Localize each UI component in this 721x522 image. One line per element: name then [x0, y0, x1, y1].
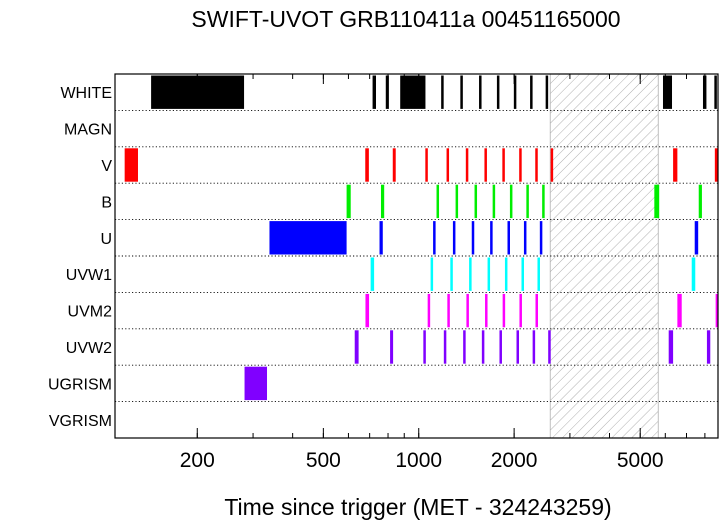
- category-label-white: WHITE: [60, 85, 112, 102]
- category-label-vgrism: VGRISM: [49, 413, 112, 430]
- exposure-bar-u: [523, 221, 527, 255]
- exposure-bar-v: [392, 148, 396, 182]
- exposure-bar-v: [425, 148, 428, 182]
- plot-frame: [114, 73, 719, 439]
- exposure-bar-uvw1: [537, 257, 540, 291]
- x-tick-label: 5000: [617, 449, 664, 472]
- exposure-bar-uvm2: [365, 293, 370, 328]
- exposure-bar-white: [714, 75, 717, 109]
- exposure-bar-white: [530, 75, 533, 109]
- exposure-bar-v: [714, 148, 718, 182]
- exposure-bar-b: [526, 184, 529, 219]
- exposure-bar-v: [124, 148, 138, 182]
- exposure-bar-uvw2: [548, 330, 551, 364]
- x-tick-label: 200: [180, 449, 215, 472]
- exposure-bar-u: [433, 221, 436, 255]
- exposure-bar-u: [379, 221, 383, 255]
- exposure-bar-uvw2: [423, 330, 426, 364]
- chart-title: SWIFT-UVOT GRB110411a 00451165000: [191, 6, 620, 32]
- exposure-bar-u: [269, 221, 347, 255]
- exposure-bar-uvm2: [535, 293, 538, 328]
- exposure-bar-v: [519, 148, 522, 182]
- exposure-bar-b: [474, 184, 478, 219]
- exposure-bar-v: [484, 148, 487, 182]
- exposure-bar-uvw1: [504, 257, 508, 291]
- exposure-bar-b: [698, 184, 702, 219]
- category-label-v: V: [101, 158, 112, 175]
- exposure-bar-uvw1: [450, 257, 453, 291]
- category-label-b: B: [101, 194, 112, 211]
- exposure-bar-white: [513, 75, 517, 109]
- exposure-bar-uvw2: [354, 330, 359, 364]
- exposure-bar-b: [436, 184, 440, 219]
- exposure-bar-uvw2: [463, 330, 466, 364]
- exposure-bar-white: [479, 75, 482, 109]
- exposure-bar-v: [673, 148, 678, 182]
- exposure-bar-white: [385, 75, 389, 109]
- exposure-bar-white: [496, 75, 500, 109]
- exposure-bar-u: [471, 221, 475, 255]
- exposure-bar-u: [694, 221, 699, 255]
- exposure-bar-uvw2: [532, 330, 536, 364]
- exposure-bar-uvw2: [668, 330, 674, 364]
- exposure-bar-uvw1: [521, 257, 524, 291]
- exposure-bar-u: [539, 221, 543, 255]
- exposure-bar-uvm2: [466, 293, 469, 328]
- exposure-bar-white: [372, 75, 376, 109]
- exposure-bar-v: [550, 148, 554, 182]
- exposure-bar-uvw2: [516, 330, 520, 364]
- exposure-bar-uvw2: [481, 330, 485, 364]
- exposure-bar-uvw1: [691, 257, 696, 291]
- exposure-bar-ugrism: [244, 366, 268, 401]
- exposure-bar-b: [492, 184, 496, 219]
- exposure-bar-u: [452, 221, 456, 255]
- exposure-bar-uvw2: [706, 330, 711, 364]
- exposure-bar-white: [400, 75, 426, 109]
- exposure-bar-b: [542, 184, 545, 219]
- exposure-bar-b: [455, 184, 459, 219]
- exposure-bar-uvm2: [485, 293, 488, 328]
- exposure-bar-uvw2: [390, 330, 394, 364]
- exposure-bar-v: [535, 148, 538, 182]
- exposure-bar-v: [365, 148, 369, 182]
- exposure-bar-b: [654, 184, 660, 219]
- x-tick-label: 2000: [491, 449, 538, 472]
- exposure-bar-v: [502, 148, 505, 182]
- exposure-bar-b: [509, 184, 513, 219]
- category-label-magn: MAGN: [64, 122, 112, 139]
- exposure-bar-uvw1: [469, 257, 472, 291]
- x-tick-label: 500: [306, 449, 341, 472]
- category-label-uvw2: UVW2: [66, 340, 112, 357]
- exposure-bar-white: [545, 75, 549, 109]
- exposure-bar-uvm2: [715, 293, 719, 328]
- plot-area: WHITE MAGN V B U UVW1 UVM2 UVW2 UGRISM VGRISM 200 5…: [48, 73, 719, 472]
- exposure-bar-uvw1: [430, 257, 434, 291]
- x-tick-label: 1000: [395, 449, 442, 472]
- exposure-bar-uvm2: [519, 293, 522, 328]
- category-label-uvw1: UVW1: [66, 267, 112, 284]
- exposure-bar-white: [662, 75, 673, 109]
- exposure-bar-uvw2: [499, 330, 502, 364]
- exposure-bar-uvm2: [502, 293, 506, 328]
- category-label-ugrism: UGRISM: [48, 376, 112, 393]
- x-axis-label: Time since trigger (MET - 324243259): [224, 494, 611, 520]
- exposure-bar-v: [465, 148, 469, 182]
- exposure-bar-white: [460, 75, 463, 109]
- exposure-bar-uvw1: [370, 257, 375, 291]
- exposure-bar-uvw2: [443, 330, 447, 364]
- exposure-bar-uvw1: [487, 257, 491, 291]
- exposure-bar-v: [446, 148, 450, 182]
- category-label-uvm2: UVM2: [68, 304, 113, 321]
- exposure-bar-uvm2: [677, 293, 682, 328]
- exposure-bar-uvm2: [427, 293, 431, 328]
- exposure-bar-b: [380, 184, 385, 219]
- exposure-bar-white: [441, 75, 444, 109]
- exposure-bar-u: [507, 221, 510, 255]
- category-label-u: U: [100, 231, 112, 248]
- exposure-bar-uvm2: [447, 293, 450, 328]
- exposure-bar-white: [702, 75, 707, 109]
- exposure-bar-b: [346, 184, 351, 219]
- exposure-bar-u: [490, 221, 493, 255]
